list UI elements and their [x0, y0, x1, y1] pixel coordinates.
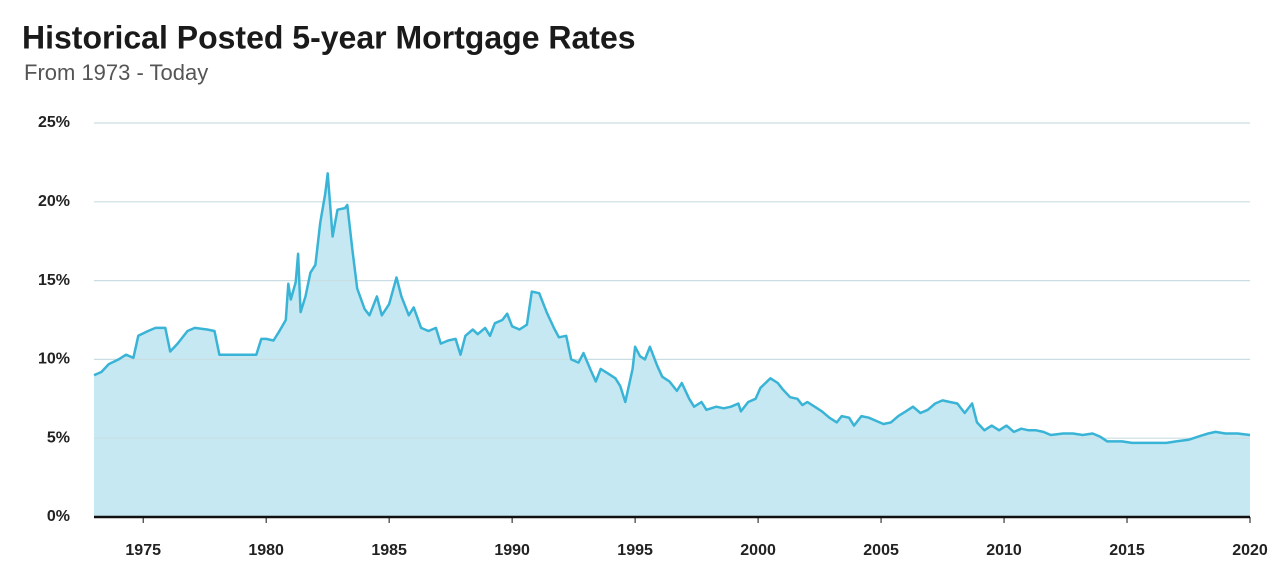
- y-tick-label: 25%: [38, 114, 70, 131]
- area-line: [93, 172, 1251, 445]
- y-tick-label: 10%: [38, 351, 70, 368]
- chart-title: Historical Posted 5-year Mortgage Rates: [22, 19, 636, 55]
- chart-subtitle: From 1973 - Today: [24, 60, 208, 85]
- y-tick-label: 0%: [47, 508, 70, 525]
- y-tick-label: 5%: [47, 429, 70, 446]
- x-tick-label: 2020: [1232, 542, 1268, 559]
- x-tick-label: 2015: [1109, 542, 1145, 559]
- x-tick-label: 1985: [371, 542, 407, 559]
- x-tick-label: 1975: [125, 542, 161, 559]
- x-tick-label: 1980: [248, 542, 284, 559]
- area-fill: [94, 173, 1250, 517]
- x-tick-label: 1995: [617, 542, 653, 559]
- x-tick-label: 2000: [740, 542, 776, 559]
- x-tick-label: 2005: [863, 542, 899, 559]
- y-tick-label: 15%: [38, 272, 70, 289]
- x-tick-label: 2010: [986, 542, 1022, 559]
- x-tick-label: 1990: [494, 542, 530, 559]
- y-tick-label: 20%: [38, 193, 70, 210]
